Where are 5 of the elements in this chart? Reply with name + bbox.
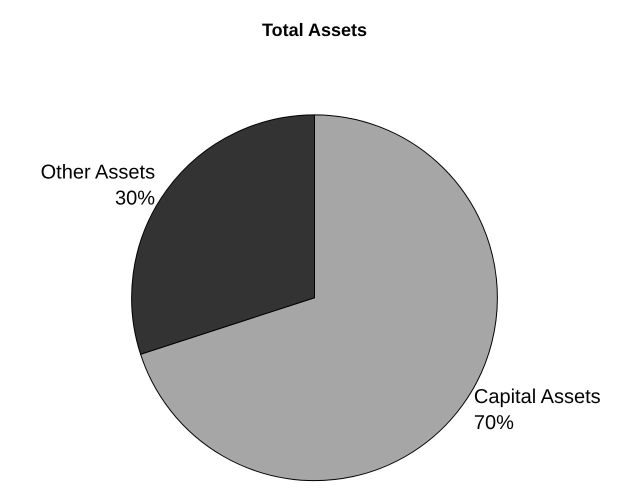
chart-title: Total Assets <box>262 20 368 40</box>
data-label: 70% <box>474 412 514 434</box>
data-label: 30% <box>115 188 156 210</box>
slice-label: Capital Assets <box>474 386 601 408</box>
slice-label: Other Assets <box>40 162 156 184</box>
